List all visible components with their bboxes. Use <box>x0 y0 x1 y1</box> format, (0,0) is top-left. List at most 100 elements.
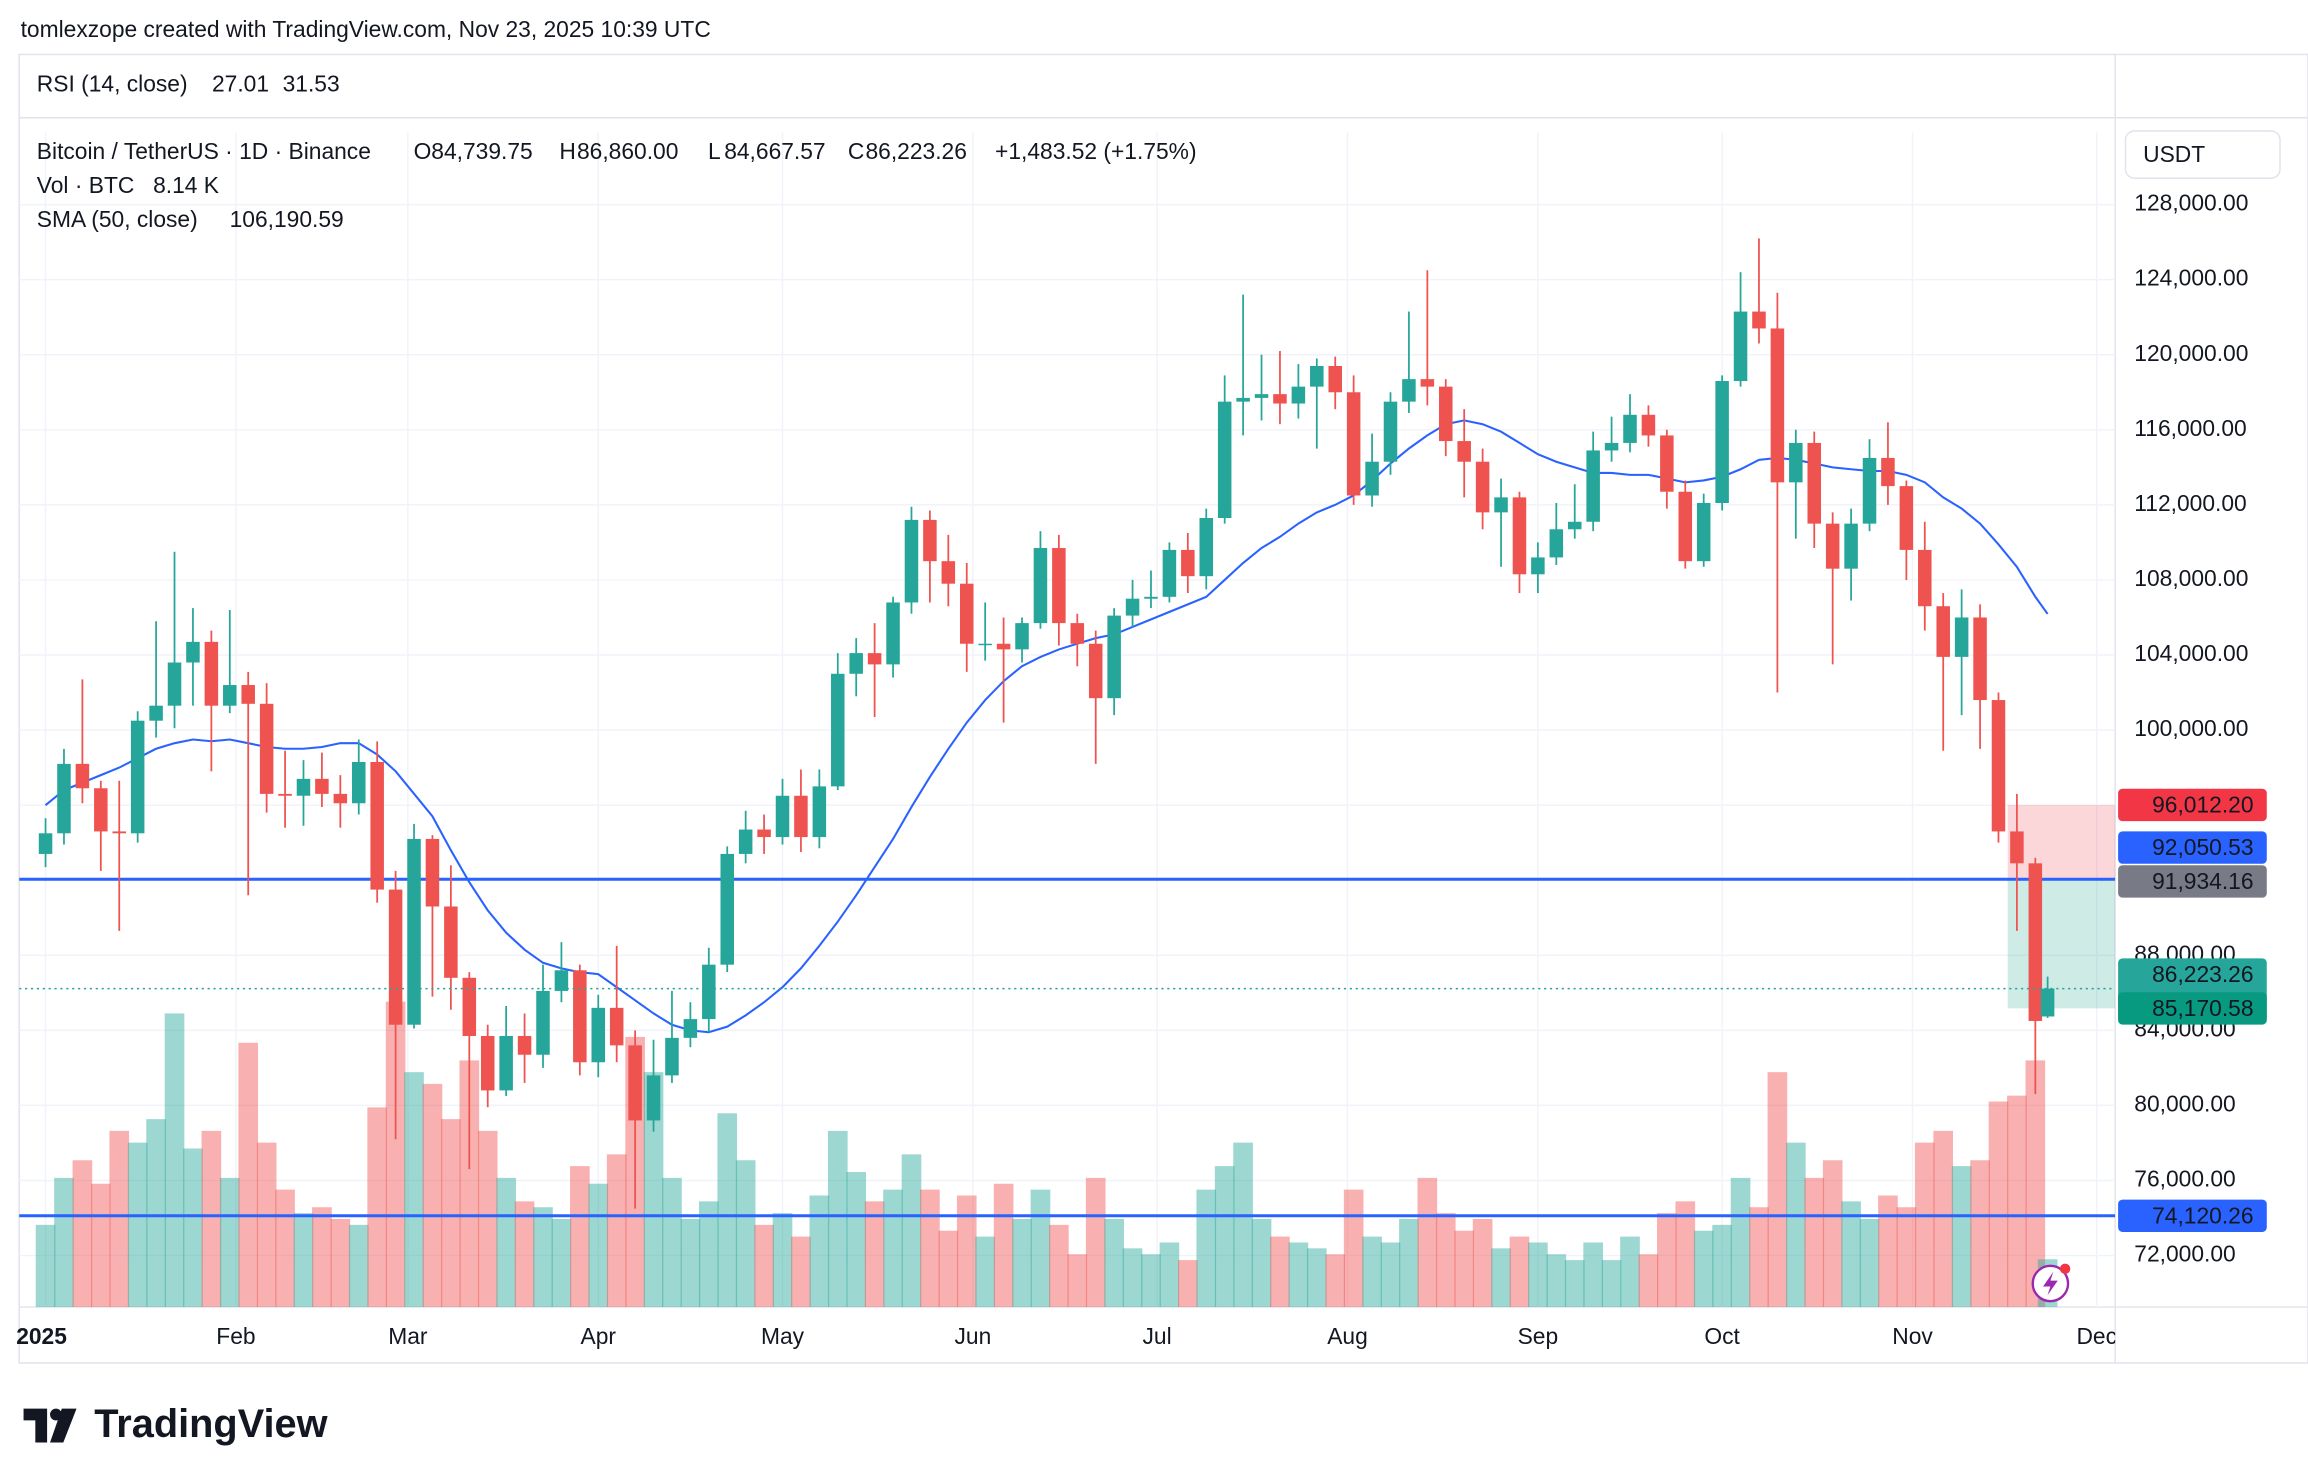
candle-body <box>1273 394 1287 404</box>
volume-value: 8.14 K <box>153 172 219 198</box>
volume-bar <box>2007 1095 2027 1308</box>
volume-bar <box>1196 1189 1217 1308</box>
volume-bar <box>1085 1177 1106 1308</box>
volume-bar <box>1730 1177 1751 1308</box>
volume-bar <box>1214 1166 1235 1308</box>
volume-bar <box>1343 1189 1364 1308</box>
currency-button[interactable] <box>2124 130 2281 179</box>
volume-bar <box>1564 1260 1585 1308</box>
candle-body <box>1936 606 1950 657</box>
candle-body <box>444 906 458 978</box>
volume-bar <box>1067 1254 1088 1308</box>
y-tick-label: 80,000.00 <box>2134 1090 2235 1116</box>
volume-bar <box>201 1130 222 1308</box>
volume-bar <box>441 1119 461 1308</box>
change: +1,483.52 (+1.75%) <box>995 138 1197 164</box>
volume-bar <box>514 1201 535 1308</box>
x-tick-label: Mar <box>388 1323 428 1349</box>
candle-body <box>278 793 292 796</box>
volume-bar <box>1233 1142 1253 1308</box>
volume-bar <box>1178 1260 1198 1308</box>
candle-body <box>1696 502 1711 562</box>
candle-body <box>1623 414 1637 443</box>
position-target-zone <box>2007 879 2116 1009</box>
candle-body <box>1402 379 1416 402</box>
volume-bar <box>1141 1254 1161 1308</box>
ohlc-key: C <box>848 138 864 164</box>
volume-bar <box>883 1189 903 1308</box>
candle-body <box>867 653 882 665</box>
candle-body <box>1660 435 1674 492</box>
volume-bar <box>1509 1236 1530 1308</box>
candle-body <box>646 1075 661 1121</box>
candle-body <box>1825 523 1840 569</box>
candle-body <box>1162 549 1177 597</box>
candle-body <box>149 705 163 721</box>
currency[interactable]: USDT <box>2143 141 2205 167</box>
candle-body <box>1862 457 1877 524</box>
candle-body <box>665 1037 679 1076</box>
attribution: tomlexzope created with TradingView.com,… <box>21 16 711 42</box>
y-tick-label: 72,000.00 <box>2134 1241 2235 1267</box>
volume-bar <box>1675 1201 1696 1308</box>
price-tag-label: 86,223.26 <box>2152 961 2253 987</box>
x-tick-label: Feb <box>216 1323 255 1349</box>
volume-bar <box>846 1171 867 1308</box>
volume-bar <box>1270 1236 1290 1308</box>
volume-bar <box>312 1207 332 1308</box>
alert-icon[interactable] <box>2031 1263 2071 1303</box>
volume-bar <box>1804 1177 1825 1308</box>
price-tag <box>2118 865 2267 898</box>
volume-bar <box>643 1072 664 1308</box>
volume-bar <box>1601 1260 1622 1308</box>
candle-body <box>1531 557 1545 575</box>
volume-bar <box>570 1166 590 1308</box>
volume-bar <box>920 1189 940 1308</box>
volume-bar <box>809 1195 830 1308</box>
candle-body <box>683 1019 698 1038</box>
x-tick-label: Jun <box>955 1323 992 1349</box>
main-pane: 72,000.0076,000.0080,000.0084,000.0088,0… <box>16 132 2267 1349</box>
price-tag <box>2118 992 2267 1025</box>
volume-bar <box>993 1183 1014 1308</box>
candle-body <box>1310 365 1324 387</box>
candle-body <box>849 653 863 674</box>
volume-bar <box>127 1142 148 1308</box>
candle-body <box>1954 617 1969 657</box>
volume-bar <box>1859 1218 1880 1308</box>
volume-bar <box>1435 1213 1456 1308</box>
x-tick-label: Sep <box>1518 1323 1559 1349</box>
candle-body <box>1033 548 1048 624</box>
volume-bar <box>1454 1230 1475 1308</box>
volume-bar <box>1491 1248 1511 1308</box>
logo: TradingView <box>23 1402 328 1446</box>
candle-body <box>609 1007 624 1046</box>
rsi-value: 27.01 <box>212 70 269 96</box>
volume-bar <box>1104 1218 1124 1308</box>
price-tag <box>2118 1199 2267 1232</box>
candle-body <box>186 641 200 663</box>
candle-body <box>1457 441 1471 462</box>
candle-body <box>812 786 827 838</box>
volume-bar <box>1380 1242 1401 1308</box>
candle-body <box>628 1045 642 1121</box>
candle-body <box>1604 442 1619 451</box>
candle-body <box>1715 381 1729 503</box>
volume-bar <box>864 1201 885 1308</box>
sma-name: SMA (50, close) <box>37 206 198 232</box>
candle-body <box>1236 397 1250 402</box>
volume-bar <box>1638 1254 1659 1308</box>
volume-bar <box>1914 1142 1935 1308</box>
legend: Bitcoin / TetherUS · 1D · Binance O 84,7… <box>37 138 1197 232</box>
time-axis: 2025 Feb Mar Apr May Jun Jul Aug Sep Oct Nov Dec <box>16 1323 2115 1349</box>
candle-body <box>517 1035 532 1055</box>
ohlc-key: H <box>559 138 575 164</box>
volume-bar <box>1785 1142 1806 1308</box>
price-tag-label: 92,050.53 <box>2152 834 2253 860</box>
price-tag-label: 96,012.20 <box>2152 791 2253 817</box>
volume-bar <box>1306 1248 1327 1308</box>
candle-body <box>1494 497 1508 513</box>
volume-bar <box>551 1218 572 1308</box>
volume-bar <box>1988 1101 2009 1308</box>
candle-body <box>1789 442 1803 483</box>
